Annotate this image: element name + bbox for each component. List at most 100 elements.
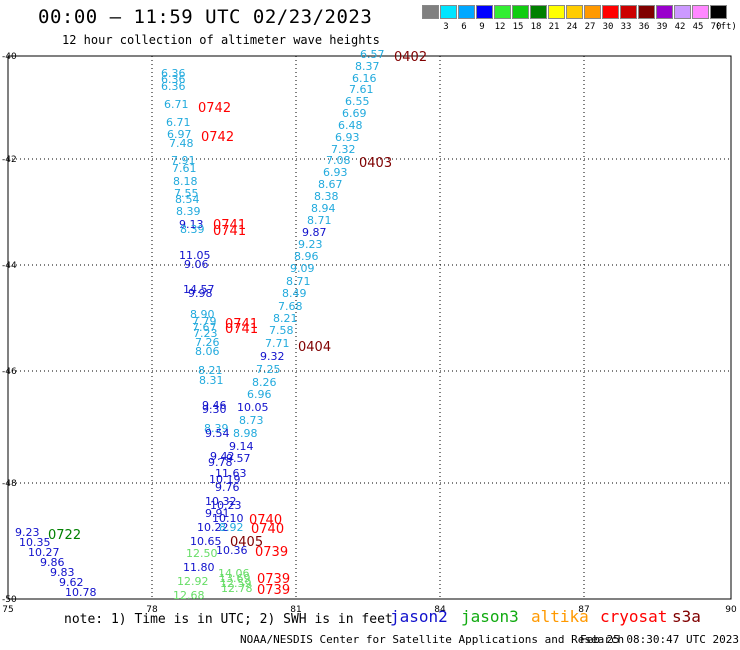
scale-swatch bbox=[674, 5, 691, 19]
wave-height-value: 9.91 bbox=[205, 507, 230, 520]
scale-label: 9 bbox=[479, 22, 485, 32]
wave-height-value: 9.32 bbox=[260, 350, 285, 363]
wave-height-value: 7.61 bbox=[172, 162, 197, 175]
credit-text: NOAA/NESDIS Center for Satellite Applica… bbox=[240, 633, 625, 646]
pass-time-label: 0402 bbox=[394, 50, 427, 65]
wave-height-value: 10.78 bbox=[65, 586, 97, 599]
wave-height-value: 11.80 bbox=[183, 561, 215, 574]
wave-height-value: 10.35 bbox=[19, 536, 51, 549]
pass-time-label: 0742 bbox=[201, 130, 234, 145]
wave-height-value: 6.55 bbox=[345, 95, 370, 108]
wave-height-value: 6.69 bbox=[342, 107, 367, 120]
wave-height-value: 8.90 bbox=[190, 308, 215, 321]
legend-altika: altika bbox=[531, 607, 589, 626]
wave-height-value: 9.98 bbox=[188, 287, 213, 300]
pass-time-label: 0740 bbox=[251, 522, 284, 537]
scale-label: 12 bbox=[494, 22, 506, 32]
pass-time-label: 0739 bbox=[257, 583, 290, 598]
wave-height-value: 9.46 bbox=[202, 399, 227, 412]
page-subtitle: 12 hour collection of altimeter wave hei… bbox=[62, 33, 380, 47]
wave-height-value: 6.36 bbox=[161, 67, 186, 80]
wave-height-value: 10.36 bbox=[216, 544, 248, 557]
wave-height-value: 8.94 bbox=[311, 202, 336, 215]
scale-swatch bbox=[476, 5, 493, 19]
scale-label: 6 bbox=[461, 22, 467, 32]
wave-height-value: 6.71 bbox=[166, 116, 191, 129]
wave-height-value: 8.96 bbox=[294, 250, 319, 263]
wave-height-value: 6.48 bbox=[338, 119, 363, 132]
scale-swatch bbox=[620, 5, 637, 19]
wave-height-value: 9.83 bbox=[50, 566, 75, 579]
wave-height-value: 8.21 bbox=[273, 312, 298, 325]
scale-label: 18 bbox=[530, 22, 542, 32]
wave-height-value: 6.93 bbox=[323, 166, 348, 179]
timestamp-text: Feb 25 08:30:47 UTC 2023 bbox=[580, 633, 739, 646]
lon-tick-label: 81 bbox=[290, 605, 301, 615]
wave-height-value: 8.06 bbox=[195, 345, 220, 358]
wave-height-value: 8.54 bbox=[175, 193, 200, 206]
pass-time-label: 0405 bbox=[230, 535, 263, 550]
scale-swatch bbox=[584, 5, 601, 19]
scale-swatch bbox=[422, 5, 439, 19]
wave-height-value: 12.59 bbox=[220, 577, 252, 590]
scale-unit-label: (ft) bbox=[715, 22, 737, 32]
wave-height-value: 6.97 bbox=[167, 128, 192, 141]
wave-height-value: 6.93 bbox=[335, 131, 360, 144]
note-text: note: 1) Time is in UTC; 2) SWH is in fe… bbox=[64, 612, 393, 627]
scale-label: 42 bbox=[674, 22, 686, 32]
wave-height-value: 14.06 bbox=[218, 567, 250, 580]
scale-label: 21 bbox=[548, 22, 560, 32]
pass-time-label: 0741 bbox=[225, 317, 258, 332]
wave-height-value: 6.96 bbox=[247, 388, 272, 401]
wave-height-value: 8.73 bbox=[239, 414, 264, 427]
legend-s3a: s3a bbox=[672, 607, 701, 626]
wave-height-value: 8.67 bbox=[318, 178, 343, 191]
wave-height-value: 9.06 bbox=[184, 258, 209, 271]
plot-frame bbox=[7, 55, 732, 600]
wave-height-value: 7.25 bbox=[256, 363, 281, 376]
wave-height-value: 7.48 bbox=[169, 137, 194, 150]
wave-height-value: 10.05 bbox=[237, 401, 269, 414]
pass-time-label: 0741 bbox=[225, 322, 258, 337]
scale-swatch bbox=[512, 5, 529, 19]
lon-tick-label: 90 bbox=[725, 605, 737, 615]
lat-tick-label: -42 bbox=[2, 155, 17, 165]
wave-height-value: 9.86 bbox=[40, 556, 65, 569]
wave-height-value: 11.63 bbox=[215, 467, 247, 480]
scale-label: 39 bbox=[656, 22, 668, 32]
wave-height-value: 8.98 bbox=[233, 427, 258, 440]
scale-label: 36 bbox=[638, 22, 650, 32]
wave-height-value: 9.30 bbox=[202, 403, 227, 416]
scale-label: 30 bbox=[602, 22, 614, 32]
scale-label: 24 bbox=[566, 22, 578, 32]
wave-height-value: 9.54 bbox=[205, 427, 230, 440]
scale-label: 33 bbox=[620, 22, 632, 32]
wave-height-value: 8.21 bbox=[198, 364, 223, 377]
wave-height-value: 6.57 bbox=[360, 48, 385, 61]
wave-height-value: 11.05 bbox=[179, 249, 211, 262]
scale-swatch bbox=[602, 5, 619, 19]
wave-height-value: 7.55 bbox=[174, 187, 199, 200]
wave-height-value: 12.78 bbox=[221, 582, 253, 595]
wave-height-value: 8.39 bbox=[180, 223, 205, 236]
wave-height-value: 12.68 bbox=[173, 589, 205, 602]
wave-height-value: 7.08 bbox=[326, 154, 351, 167]
wave-height-value: 6.36 bbox=[161, 80, 186, 93]
pass-time-label: 0741 bbox=[213, 224, 246, 239]
wave-height-value: 8.71 bbox=[286, 275, 311, 288]
pass-time-label: 0742 bbox=[198, 101, 231, 116]
wave-height-value: 10.27 bbox=[28, 546, 60, 559]
lat-tick-label: -40 bbox=[2, 52, 17, 62]
scale-swatch bbox=[656, 5, 673, 19]
wave-height-value: 6.71 bbox=[164, 98, 189, 111]
wave-height-value: 8.49 bbox=[282, 287, 307, 300]
wave-height-value: 10.19 bbox=[209, 473, 241, 486]
pass-time-label: 0403 bbox=[359, 156, 392, 171]
pass-time-label: 0739 bbox=[257, 572, 290, 587]
wave-height-value: 7.91 bbox=[171, 154, 196, 167]
lon-tick-label: 75 bbox=[2, 605, 13, 615]
wave-height-value: 10.23 bbox=[210, 499, 242, 512]
wave-height-value: 8.39 bbox=[176, 205, 201, 218]
wave-height-value: 8.26 bbox=[252, 376, 277, 389]
